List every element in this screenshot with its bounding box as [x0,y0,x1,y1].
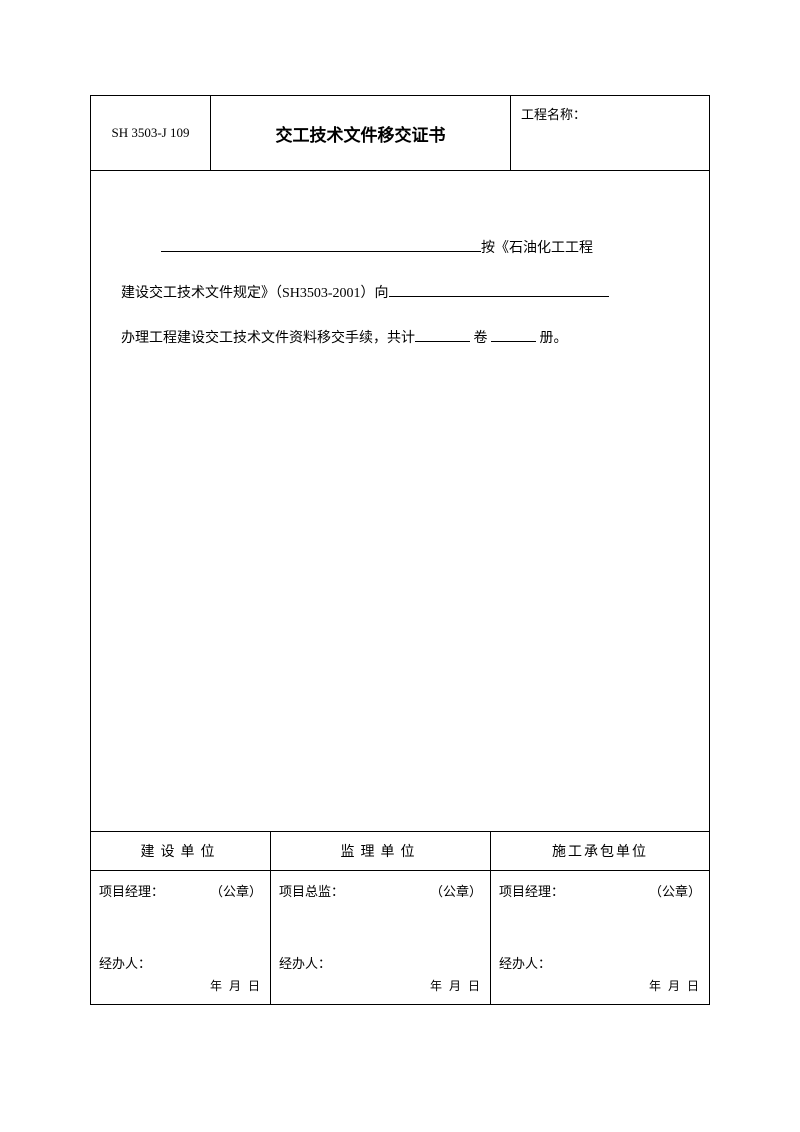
blank-line-2[interactable] [389,279,609,297]
blank-line-1[interactable] [161,234,481,252]
signature-body-row: 项目经理： （公章） 经办人： 年 月 日 项目总监： （公章） 经办人： 年 … [91,871,709,1004]
header-row: SH 3503-J 109 交工技术文件移交证书 工程名称： [91,96,709,171]
text-2: 建设交工技术文件规定》（SH3503-2001）向 [121,286,389,301]
role-1: 项目经理： [99,881,164,900]
seal-1: （公章） [210,881,262,900]
text-3: 办理工程建设交工技术文件资料移交手续，共计 [121,331,415,346]
sig-header-1: 建设单位 [91,832,271,870]
sig-header-3: 施工承包单位 [491,832,709,870]
seal-3: （公章） [649,881,701,900]
form-title: 交工技术文件移交证书 [211,96,511,170]
form-code: SH 3503-J 109 [91,96,211,170]
sig-body-1: 项目经理： （公章） 经办人： 年 月 日 [91,871,271,1004]
body-line-2: 建设交工技术文件规定》（SH3503-2001）向 [121,276,679,311]
volume-label: 卷 [470,331,491,346]
role-2: 项目总监： [279,881,344,900]
sig-body-2: 项目总监： （公章） 经办人： 年 月 日 [271,871,491,1004]
blank-volume[interactable] [415,324,470,342]
book-label: 册。 [536,331,568,346]
text-1: 按《石油化工工程 [481,241,593,256]
handler-2: 经办人： [279,953,482,972]
handler-1: 经办人： [99,953,262,972]
project-name-label: 工程名称： [511,96,709,170]
blank-book[interactable] [491,324,536,342]
date-3: 年 月 日 [499,977,701,994]
seal-2: （公章） [430,881,482,900]
handler-3: 经办人： [499,953,701,972]
date-2: 年 月 日 [279,977,482,994]
sig-body-3: 项目经理： （公章） 经办人： 年 月 日 [491,871,709,1004]
sig-header-2: 监理单位 [271,832,491,870]
role-3: 项目经理： [499,881,564,900]
date-1: 年 月 日 [99,977,262,994]
body-line-1: 按《石油化工工程 [121,231,679,266]
form-container: SH 3503-J 109 交工技术文件移交证书 工程名称： 按《石油化工工程 … [90,95,710,1005]
body-line-3: 办理工程建设交工技术文件资料移交手续，共计 卷 册。 [121,321,679,356]
form-body: 按《石油化工工程 建设交工技术文件规定》（SH3503-2001）向 办理工程建… [91,171,709,831]
signature-header-row: 建设单位 监理单位 施工承包单位 [91,831,709,871]
